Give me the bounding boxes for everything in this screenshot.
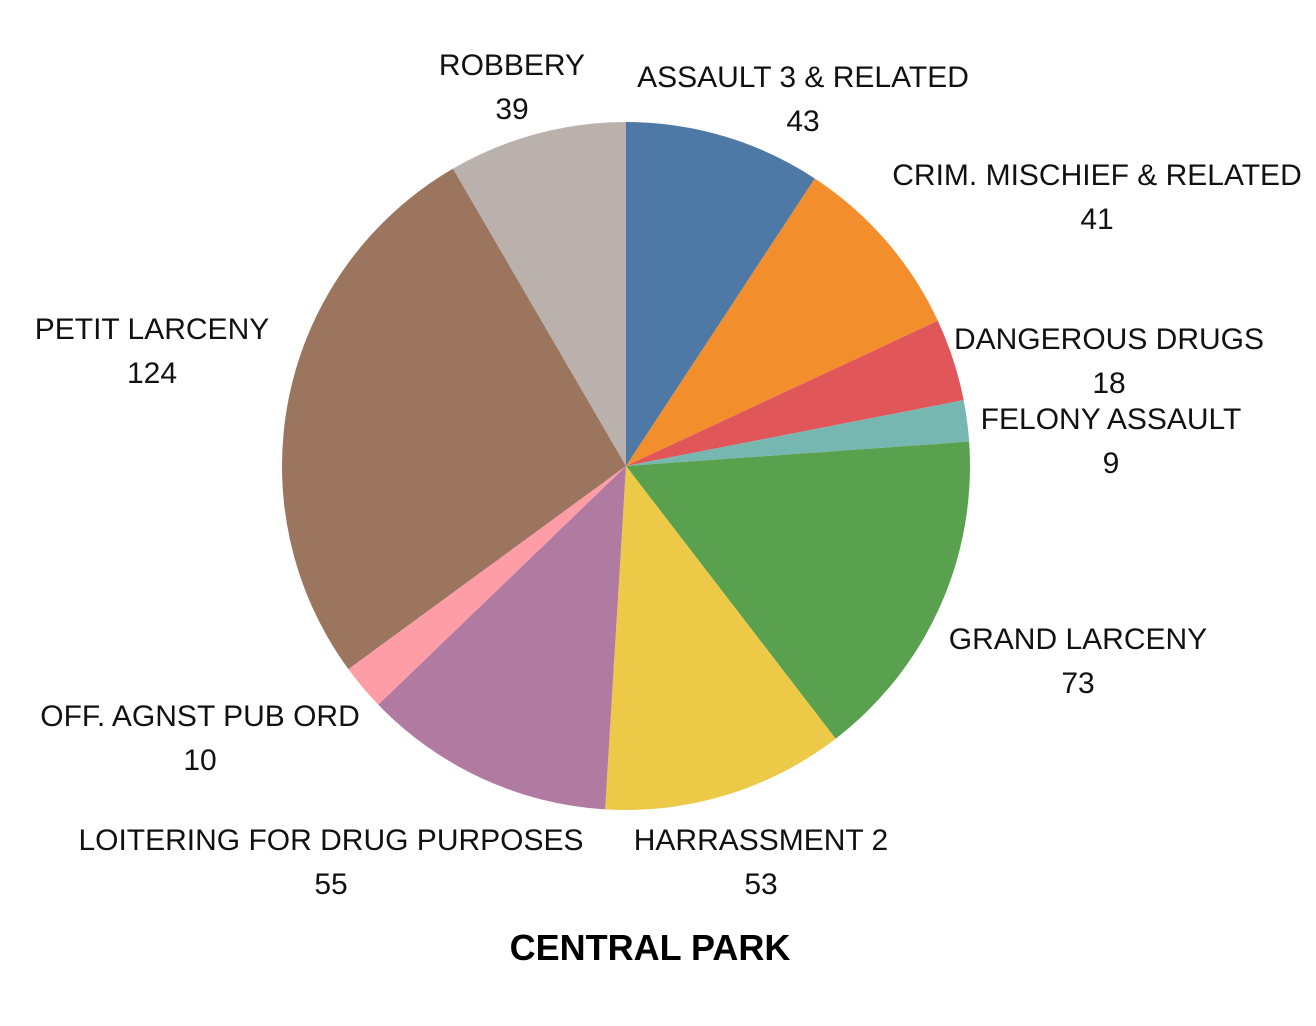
chart-title: CENTRAL PARK bbox=[510, 927, 791, 968]
slice-value-label: 41 bbox=[1080, 203, 1113, 236]
slice-value-label: 9 bbox=[1103, 447, 1120, 480]
slice-label: GRAND LARCENY bbox=[949, 623, 1207, 656]
slice-value-label: 39 bbox=[495, 93, 528, 126]
pie-slice-off-agnst-pub-ord bbox=[348, 466, 626, 705]
slice-label: PETIT LARCENY bbox=[35, 313, 270, 346]
slice-label: ASSAULT 3 & RELATED bbox=[637, 61, 969, 94]
slice-value-label: 55 bbox=[314, 868, 347, 901]
slice-value-label: 10 bbox=[183, 744, 216, 777]
pie-labels: ASSAULT 3 & RELATED 43 CRIM. MISCHIEF & RE… bbox=[35, 49, 1302, 901]
pie-slice-assault-3-related bbox=[626, 122, 815, 466]
pie-slice-loitering-for-drug-purposes bbox=[378, 466, 626, 810]
slice-label: ROBBERY bbox=[439, 49, 585, 82]
pie-slice-grand-larceny bbox=[626, 441, 970, 739]
slice-value-label: 124 bbox=[127, 357, 177, 390]
slice-value-label: 43 bbox=[786, 105, 819, 138]
slice-label: DANGEROUS DRUGS bbox=[954, 323, 1264, 356]
pie-slice-dangerous-drugs bbox=[626, 320, 964, 466]
slice-value-label: 18 bbox=[1092, 367, 1125, 400]
slice-label: FELONY ASSAULT bbox=[981, 403, 1242, 436]
slice-label: CRIM. MISCHIEF & RELATED bbox=[892, 159, 1301, 192]
pie-slice-petit-larceny bbox=[281, 168, 626, 670]
slice-label: LOITERING FOR DRUG PURPOSES bbox=[78, 824, 583, 857]
pie-slice-harrassment-2 bbox=[605, 466, 836, 810]
pie-slice-felony-assault bbox=[626, 400, 970, 466]
slice-label: OFF. AGNST PUB ORD bbox=[40, 700, 360, 733]
pie-slice-crim-mischief-related bbox=[626, 178, 938, 466]
pie-slice-robbery bbox=[452, 122, 626, 466]
slice-value-label: 73 bbox=[1061, 667, 1094, 700]
pie-slices bbox=[281, 122, 970, 810]
slice-label: HARRASSMENT 2 bbox=[634, 824, 889, 857]
slice-value-label: 53 bbox=[744, 868, 777, 901]
